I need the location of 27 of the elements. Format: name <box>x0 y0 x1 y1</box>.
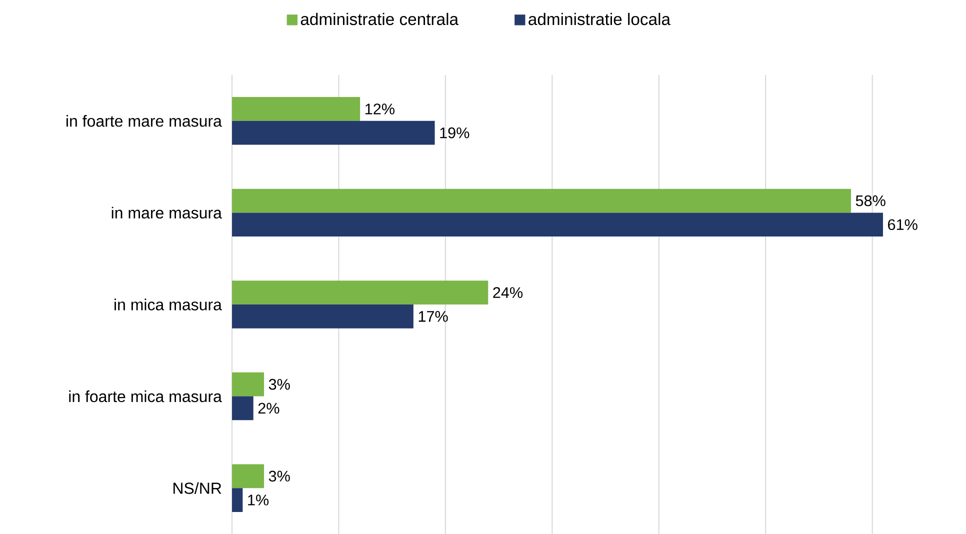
data-label: 12% <box>366 104 394 114</box>
data-label: 3% <box>268 470 290 482</box>
data-label: 19% <box>440 127 470 138</box>
bar <box>232 212 883 237</box>
legend-label: administratie locala <box>528 12 671 26</box>
data-label: 24% <box>493 287 523 298</box>
data-label: 61% <box>888 219 918 230</box>
data-label: 1% <box>248 494 269 506</box>
bar <box>232 280 488 304</box>
bar <box>232 120 435 145</box>
legend-label: administratie centrala <box>300 12 459 26</box>
data-label: 2% <box>258 402 280 414</box>
bar <box>232 488 243 512</box>
bar <box>232 396 254 420</box>
bar <box>232 97 360 121</box>
data-label: 17% <box>418 311 448 322</box>
bar <box>232 188 851 213</box>
bar <box>232 304 414 328</box>
y-tick-label: in foarte mica masura <box>69 390 222 402</box>
y-tick-label: NS/NR <box>174 482 222 494</box>
bar <box>232 372 264 396</box>
y-tick-label: in foarte mare masura <box>66 115 222 127</box>
data-label: 3% <box>268 378 290 390</box>
y-tick-label: in mica masura <box>114 298 222 310</box>
data-label: 58% <box>856 195 886 206</box>
bar <box>232 464 264 488</box>
y-tick-label: in mare masura <box>112 206 222 219</box>
